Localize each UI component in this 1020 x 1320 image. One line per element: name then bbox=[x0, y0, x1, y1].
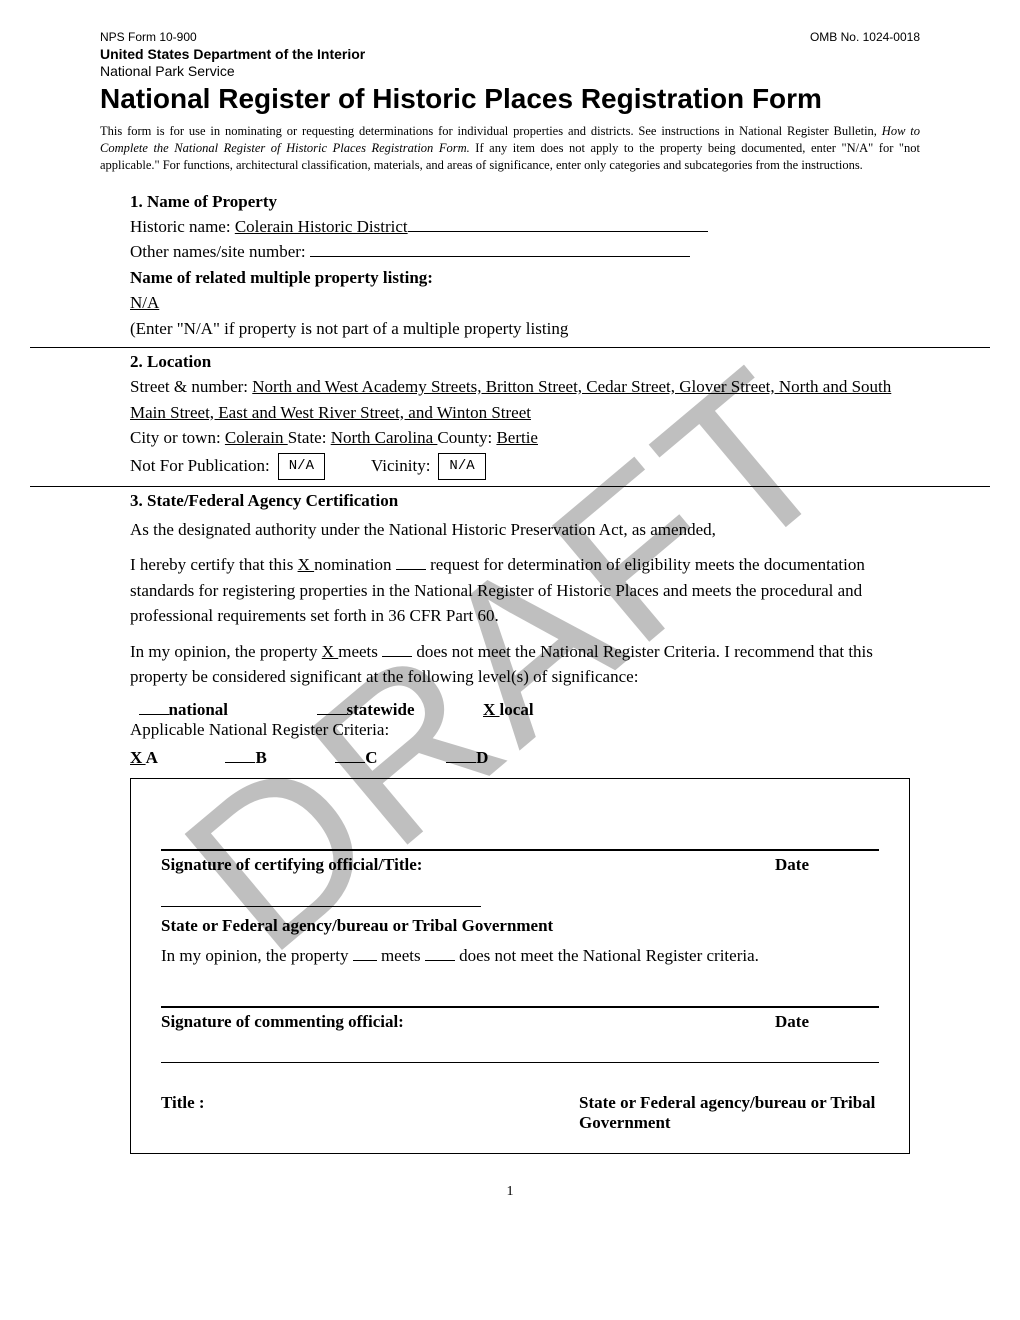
criteria-c-check[interactable] bbox=[335, 749, 365, 763]
sig-row-2: Signature of commenting official: Date bbox=[161, 1012, 879, 1032]
statewide-check[interactable] bbox=[317, 701, 347, 715]
sig-line-1 bbox=[161, 849, 879, 851]
box-opinion-meets: meets bbox=[377, 946, 425, 965]
state-label: State: bbox=[288, 428, 331, 447]
criteria-a: A bbox=[146, 748, 157, 767]
historic-name-label: Historic name: bbox=[130, 217, 235, 236]
criteria-b-check[interactable] bbox=[225, 749, 255, 763]
criteria-c: C bbox=[365, 748, 377, 767]
box-opinion-line: In my opinion, the property meets does n… bbox=[161, 946, 879, 966]
state-value: North Carolina bbox=[331, 428, 438, 447]
sig-line-3 bbox=[161, 1062, 879, 1063]
sig-official-label: Signature of certifying official/Title: bbox=[161, 855, 422, 875]
title-label: Title : bbox=[161, 1093, 205, 1133]
na-line: N/A bbox=[130, 290, 910, 316]
meets-check[interactable]: X bbox=[322, 642, 339, 661]
certify-mid1: nomination bbox=[314, 555, 396, 574]
nfp-vicinity-line: Not For Publication: N/A Vicinity: N/A bbox=[130, 453, 910, 480]
section-2: 2. Location Street & number: North and W… bbox=[130, 352, 910, 480]
applicable-criteria-label: Applicable National Register Criteria: bbox=[130, 720, 910, 740]
related-listing-line: Name of related multiple property listin… bbox=[130, 265, 910, 291]
authority-text: As the designated authority under the Na… bbox=[130, 517, 910, 543]
criteria-d-check[interactable] bbox=[446, 749, 476, 763]
historic-name-blank bbox=[408, 214, 708, 232]
other-names-line: Other names/site number: bbox=[130, 239, 910, 265]
nomination-check[interactable]: X bbox=[298, 555, 315, 574]
box-opinion-prefix: In my opinion, the property bbox=[161, 946, 353, 965]
section2-title: 2. Location bbox=[130, 352, 910, 372]
box-not-meet-check[interactable] bbox=[425, 947, 455, 961]
request-blank[interactable] bbox=[396, 556, 426, 570]
vicinity-label: Vicinity: bbox=[371, 453, 430, 479]
opinion-mid: meets bbox=[338, 642, 382, 661]
intro-before: This form is for use in nominating or re… bbox=[100, 124, 882, 138]
na-value: N/A bbox=[130, 293, 649, 312]
section3-title: 3. State/Federal Agency Certification bbox=[130, 491, 910, 511]
nfp-label: Not For Publication: bbox=[130, 453, 270, 479]
box-opinion-after: does not meet the National Register crit… bbox=[455, 946, 759, 965]
date-label-1: Date bbox=[775, 855, 809, 875]
not-meet-blank[interactable] bbox=[382, 643, 412, 657]
omb-number: OMB No. 1024-0018 bbox=[810, 30, 920, 44]
certify-before: I hereby certify that this bbox=[130, 555, 298, 574]
agency2-label: State or Federal agency/bureau or Tribal… bbox=[579, 1093, 879, 1133]
sig-line-2 bbox=[161, 1006, 879, 1008]
department-line: United States Department of the Interior bbox=[100, 46, 920, 62]
date-label-2: Date bbox=[775, 1012, 809, 1032]
box-meets-check[interactable] bbox=[353, 947, 377, 961]
form-number: NPS Form 10-900 bbox=[100, 30, 197, 44]
significance-levels: national statewide X local bbox=[130, 700, 910, 720]
national-check[interactable] bbox=[139, 701, 169, 715]
other-names-blank bbox=[310, 239, 690, 257]
section1-title: 1. Name of Property bbox=[130, 192, 910, 212]
intro-text: This form is for use in nominating or re… bbox=[100, 123, 920, 174]
sig-commenting-label: Signature of commenting official: bbox=[161, 1012, 404, 1032]
main-title: National Register of Historic Places Reg… bbox=[100, 83, 920, 115]
header-row: NPS Form 10-900 OMB No. 1024-0018 bbox=[100, 30, 920, 44]
county-label: County: bbox=[437, 428, 496, 447]
opinion-before: In my opinion, the property bbox=[130, 642, 322, 661]
street-label: Street & number: bbox=[130, 377, 252, 396]
street-line: Street & number: North and West Academy … bbox=[130, 374, 910, 425]
city-value: Colerain bbox=[225, 428, 288, 447]
nfp-box[interactable]: N/A bbox=[278, 453, 325, 480]
criteria-d: D bbox=[476, 748, 488, 767]
service-line: National Park Service bbox=[100, 63, 920, 79]
historic-name-line: Historic name: Colerain Historic Distric… bbox=[130, 214, 910, 240]
certification-box: Signature of certifying official/Title: … bbox=[130, 778, 910, 1154]
other-names-label: Other names/site number: bbox=[130, 242, 310, 261]
historic-name-value: Colerain Historic District bbox=[235, 217, 408, 236]
agency-underline bbox=[161, 891, 481, 907]
local-label: local bbox=[500, 700, 534, 719]
divider-1 bbox=[30, 347, 990, 348]
criteria-b: B bbox=[255, 748, 266, 767]
enter-hint-line: (Enter "N/A" if property is not part of … bbox=[130, 316, 910, 342]
vicinity-box[interactable]: N/A bbox=[438, 453, 485, 480]
certify-paragraph: I hereby certify that this X nomination … bbox=[130, 552, 910, 629]
local-check[interactable]: X bbox=[483, 700, 500, 719]
criteria-row: X A B C D bbox=[130, 748, 910, 768]
statewide-label: statewide bbox=[347, 700, 415, 719]
county-value: Bertie bbox=[496, 428, 538, 447]
opinion-paragraph: In my opinion, the property X meets does… bbox=[130, 639, 910, 690]
section-3: 3. State/Federal Agency Certification As… bbox=[130, 491, 910, 768]
page-number: 1 bbox=[100, 1184, 920, 1200]
criteria-a-check[interactable]: X bbox=[130, 748, 146, 767]
city-state-county-line: City or town: Colerain State: North Caro… bbox=[130, 425, 910, 451]
title-row: Title : State or Federal agency/bureau o… bbox=[161, 1093, 879, 1133]
agency-label: State or Federal agency/bureau or Tribal… bbox=[161, 916, 879, 936]
related-label-bold: Name of related multiple property listin… bbox=[130, 268, 433, 287]
related-label: Name of related multiple property listin… bbox=[130, 268, 433, 287]
city-label: City or town: bbox=[130, 428, 225, 447]
divider-2 bbox=[30, 486, 990, 487]
page-content: NPS Form 10-900 OMB No. 1024-0018 United… bbox=[100, 30, 920, 1200]
sig-row-1: Signature of certifying official/Title: … bbox=[161, 855, 879, 875]
section-1: 1. Name of Property Historic name: Coler… bbox=[130, 192, 910, 342]
national-label: national bbox=[169, 700, 229, 719]
